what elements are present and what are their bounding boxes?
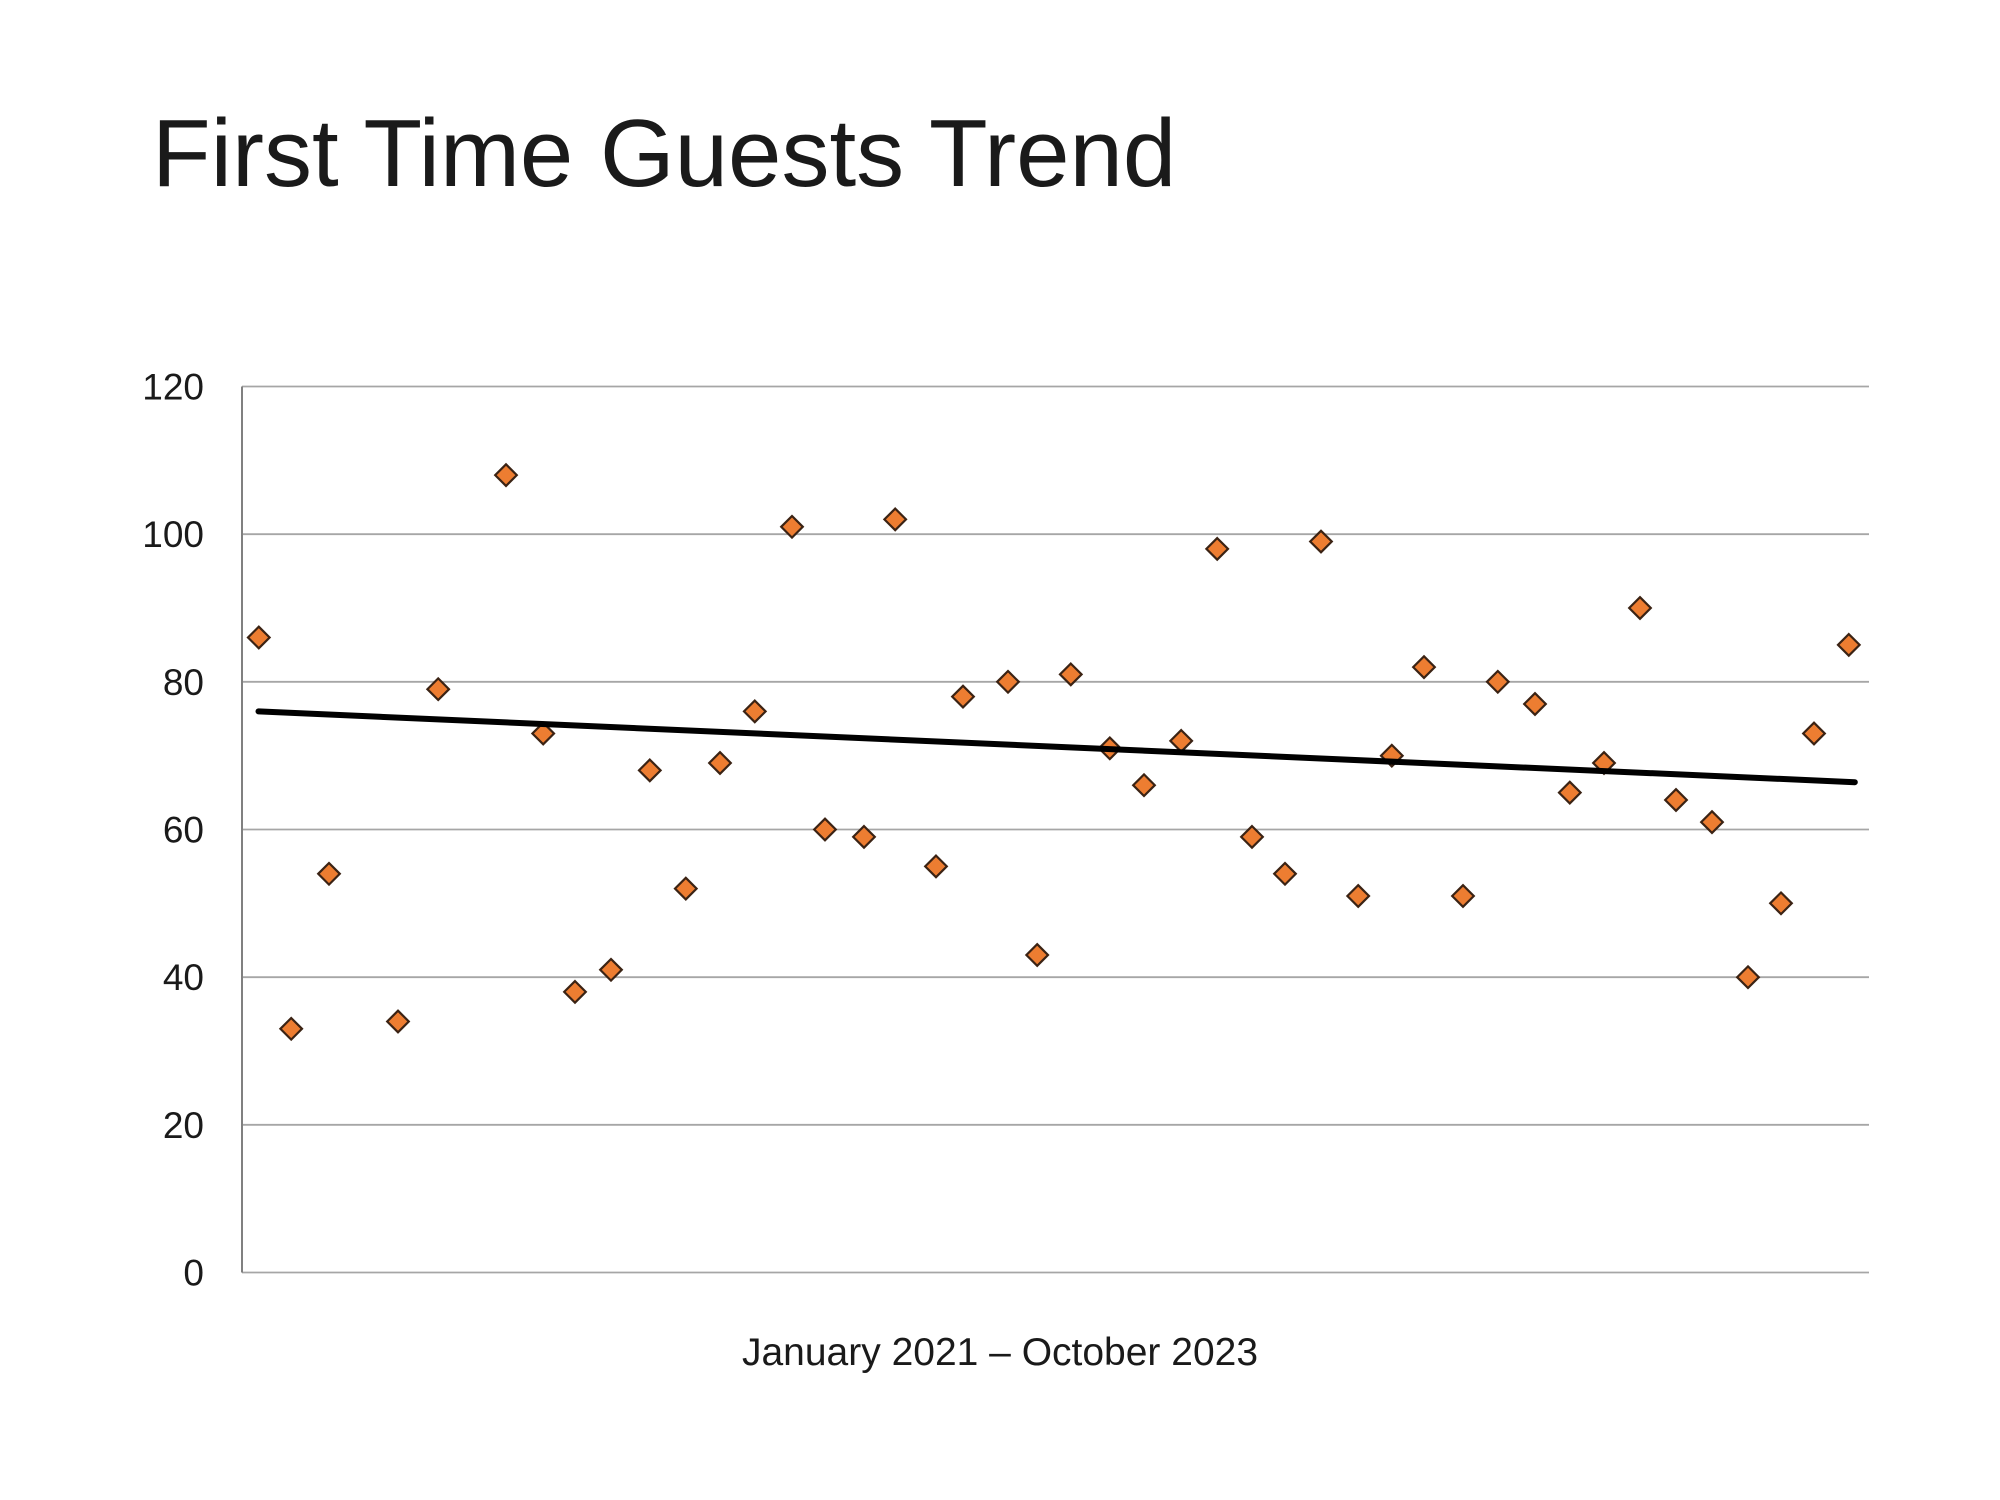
- svg-text:0: 0: [183, 1253, 204, 1294]
- svg-text:120: 120: [142, 367, 204, 408]
- svg-text:20: 20: [163, 1105, 204, 1146]
- svg-text:60: 60: [163, 810, 204, 851]
- svg-text:40: 40: [163, 957, 204, 998]
- svg-text:80: 80: [163, 662, 204, 703]
- svg-text:100: 100: [142, 514, 204, 555]
